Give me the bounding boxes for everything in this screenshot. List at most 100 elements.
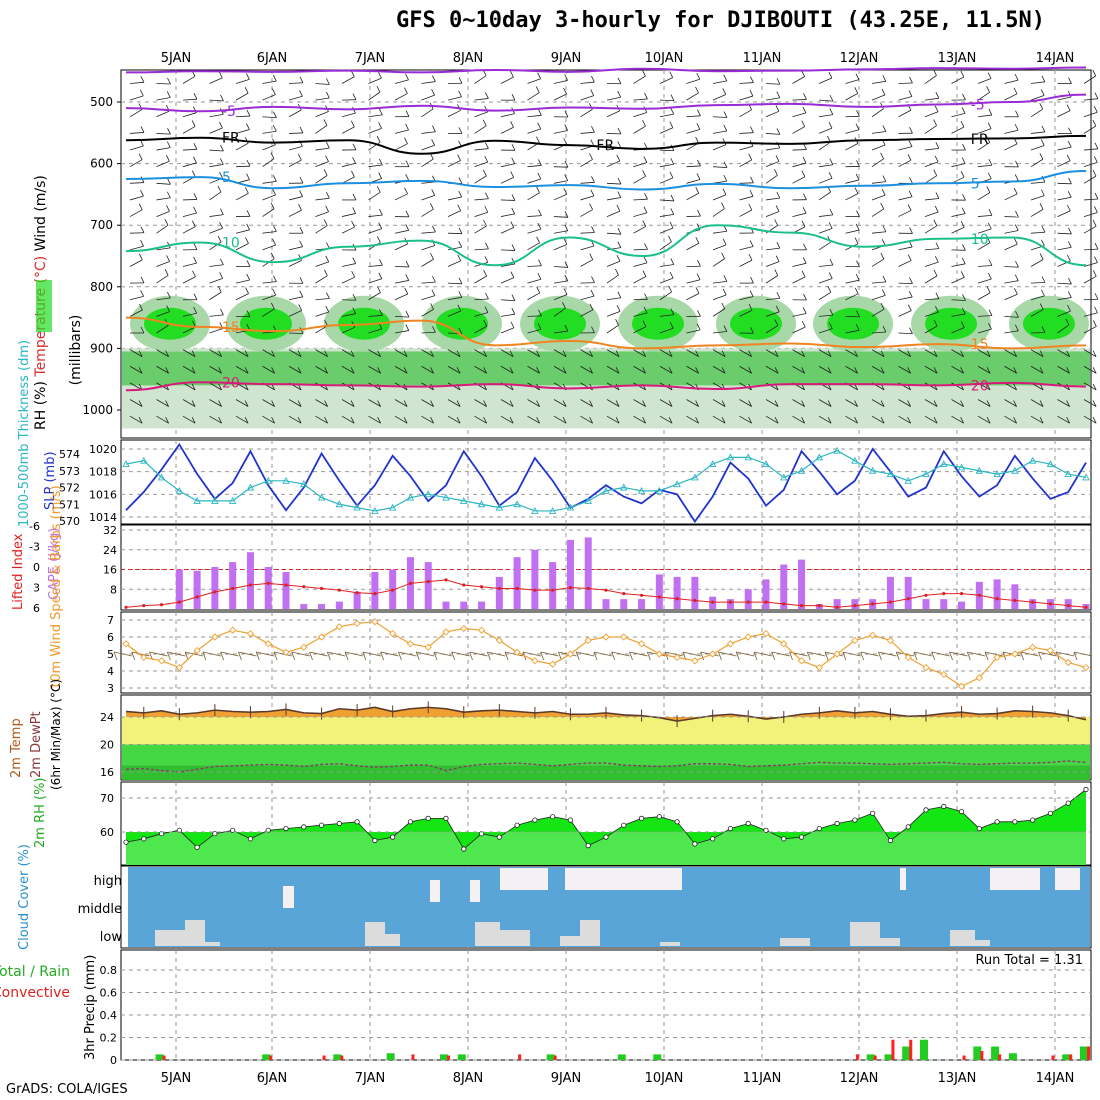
rh-point: [745, 820, 751, 827]
cape-bar: [886, 576, 894, 609]
wind-barb-flag: [670, 208, 675, 215]
wind-barb-flag: [644, 243, 648, 250]
precip-conv-bar: [447, 1055, 450, 1060]
wind10m-barb: [220, 651, 239, 657]
thickness-point: [566, 503, 575, 511]
wind-barb-flag: [748, 304, 753, 311]
wind-barb-flag: [324, 319, 328, 326]
wind-barb: [527, 292, 540, 301]
wind-barb-flag: [933, 69, 937, 76]
wind-barb: [500, 177, 514, 184]
li-tick-label: -6: [29, 520, 40, 533]
wind-barb-flag: [961, 307, 966, 315]
contour-label: FR: [222, 131, 240, 147]
wind-barb: [262, 144, 276, 151]
wind-barb: [1030, 158, 1044, 168]
wind-barb-flag: [352, 294, 357, 301]
wind-barb: [421, 309, 434, 317]
wind10m-barb: [469, 651, 488, 657]
wind-barb: [1083, 212, 1098, 217]
wind-barb: [633, 382, 646, 391]
bottom-date-label: 14JAN: [1036, 1071, 1075, 1086]
wind-barb-flag: [1015, 210, 1019, 218]
cape-ylabel: CAPE (J/kg): [47, 528, 62, 600]
wind-barb: [368, 228, 382, 234]
wind-barb: [1030, 231, 1045, 234]
wind-barb-flag: [1092, 350, 1097, 357]
wind-barb: [739, 145, 754, 151]
rh-point: [834, 820, 840, 827]
wind-barb: [209, 415, 222, 424]
rh-point: [798, 834, 805, 840]
wind-barb-flag: [723, 74, 728, 82]
wind-barb-flag: [856, 160, 860, 167]
wind-barb-flag: [776, 128, 781, 135]
thickness-point: [282, 476, 290, 484]
wind-barb-flag: [1092, 119, 1097, 127]
wind-barb-flag: [246, 323, 251, 331]
wind-barb: [977, 328, 992, 334]
wind-barb-flag: [563, 137, 568, 145]
wind-barb: [182, 126, 196, 134]
wind-barb-flag: [616, 255, 621, 262]
wind-barb: [474, 75, 487, 84]
wind-barb-flag: [642, 120, 646, 127]
wind-barb: [712, 399, 726, 407]
wind-barb-flag: [960, 367, 964, 374]
wind-barb-flag: [803, 193, 807, 200]
wind-barb: [341, 382, 355, 391]
wind-barb-flag: [1066, 104, 1071, 111]
wind10m-barb-flag: [540, 651, 545, 661]
wind-barb-flag: [748, 416, 752, 424]
wind-barb-flag: [483, 350, 487, 357]
thickness-point: [1064, 470, 1072, 478]
wind-barb: [182, 112, 197, 118]
wind10m-barb: [273, 651, 293, 657]
wind10m-barb-flag: [1073, 651, 1078, 661]
wind-barb-flag: [642, 170, 646, 177]
wind-barb-flag: [907, 416, 911, 424]
wind-barb: [765, 325, 779, 334]
wind-barb-flag: [802, 257, 807, 264]
wind-barb: [209, 277, 223, 284]
li-point: [1031, 600, 1035, 604]
wind-barb-flag: [961, 207, 966, 214]
wind-barb-flag: [563, 288, 568, 295]
wind-barb: [182, 365, 196, 374]
wind-barb-flag: [217, 285, 222, 293]
wind-barb: [792, 276, 806, 284]
wind10m-point: [637, 640, 646, 648]
wind-barb: [209, 127, 223, 134]
wind-barb-flag: [987, 222, 992, 230]
wind-barb: [580, 365, 593, 374]
wind-barb: [1030, 349, 1044, 357]
wind-barb-flag: [721, 400, 726, 407]
wind10m-barb: [682, 651, 701, 657]
low-cloud-block: [500, 930, 530, 946]
wind-barb: [712, 144, 727, 151]
wind-barb-flag: [219, 222, 223, 229]
wind-barb: [527, 78, 541, 84]
wind-barb: [1083, 312, 1098, 317]
contour-label: 20: [971, 378, 989, 394]
wind-barb: [156, 133, 171, 135]
wind-barb-flag: [589, 367, 593, 374]
top-date-label: 12JAN: [840, 51, 879, 66]
wind-barb-flag: [696, 173, 701, 180]
wind-barb: [1083, 326, 1097, 334]
wind-barb-flag: [511, 207, 516, 215]
wind-barb-flag: [1041, 239, 1045, 246]
wind-barb: [898, 260, 912, 267]
wind-barb-flag: [907, 254, 912, 261]
wind-barb-flag: [723, 275, 728, 282]
slp-tick-label: 1016: [89, 488, 117, 501]
wind-barb: [288, 109, 302, 118]
wind-barb: [924, 198, 939, 201]
contour-label: 15: [971, 337, 989, 353]
wind-barb: [871, 194, 886, 201]
wind-barb: [818, 264, 833, 267]
wind-barb-flag: [140, 240, 144, 247]
wind-barb-flag: [589, 416, 593, 424]
wind-barb: [235, 142, 249, 151]
